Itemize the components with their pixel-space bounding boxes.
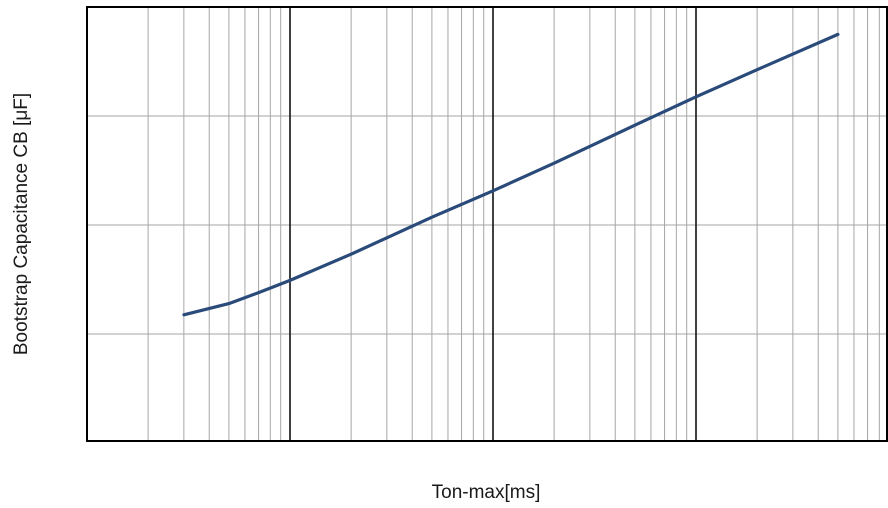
- x-axis-title: Ton-max[ms]: [432, 482, 541, 503]
- major-gridlines: [289, 7, 697, 441]
- minor-gridlines: [87, 7, 887, 441]
- plot-frame: [86, 6, 888, 442]
- y-axis-title: Bootstrap Capacitance CB [μF]: [11, 93, 32, 355]
- series-line: [182, 32, 840, 317]
